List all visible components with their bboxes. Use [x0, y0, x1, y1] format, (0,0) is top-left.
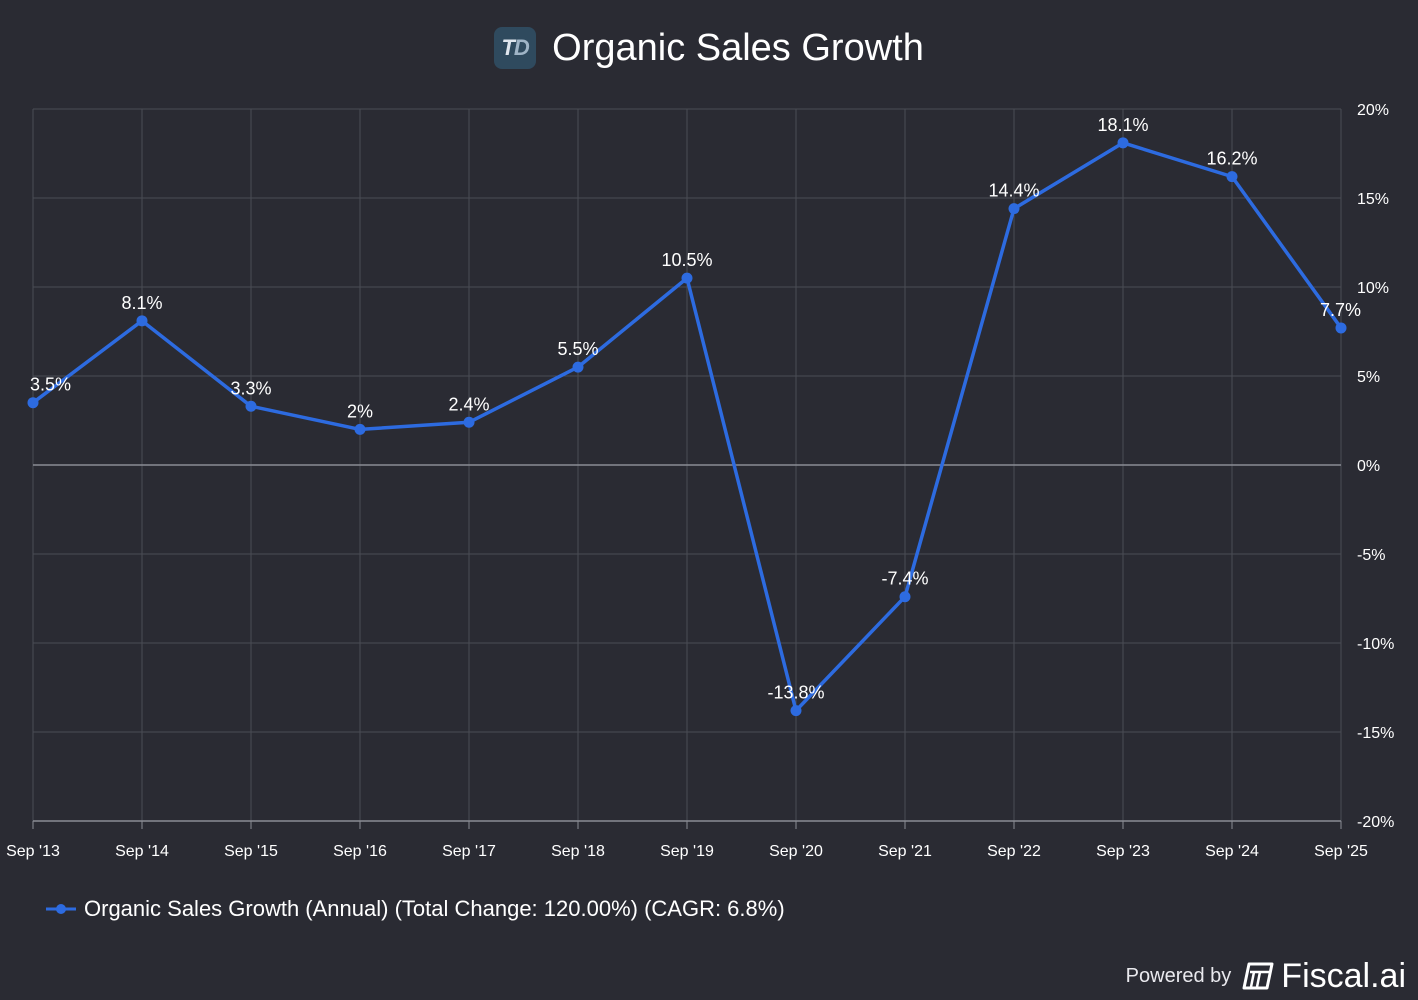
y-tick-label: 15% — [1357, 191, 1389, 208]
data-point — [1008, 203, 1020, 215]
data-point — [245, 400, 257, 412]
data-label: -7.4% — [881, 569, 928, 589]
y-tick-label: 5% — [1357, 369, 1380, 386]
data-label: 2.4% — [448, 394, 489, 414]
data-label: 2% — [347, 401, 373, 421]
data-point — [463, 416, 475, 428]
y-tick-label: 10% — [1357, 280, 1389, 297]
fiscal-logo-icon — [1242, 962, 1274, 990]
x-tick-label: Sep '23 — [1096, 843, 1150, 860]
data-label: 10.5% — [661, 250, 712, 270]
data-label: 14.4% — [988, 181, 1039, 201]
data-point — [27, 397, 39, 409]
x-tick-label: Sep '18 — [551, 843, 605, 860]
logo-letter-d: D — [513, 35, 530, 60]
legend-line-marker-icon — [46, 904, 76, 914]
x-tick-label: Sep '22 — [987, 843, 1041, 860]
data-label: 3.5% — [30, 375, 71, 395]
x-tick-label: Sep '17 — [442, 843, 496, 860]
x-tick-label: Sep '14 — [115, 843, 169, 860]
x-tick-label: Sep '16 — [333, 843, 387, 860]
x-tick-label: Sep '25 — [1314, 843, 1368, 860]
data-label: 8.1% — [121, 293, 162, 313]
x-axis-tick-labels: Sep '13 Sep '14 Sep '15 Sep '16 Sep '17 Sep '… — [6, 821, 1368, 860]
x-tick-label: Sep '15 — [224, 843, 278, 860]
data-point — [1335, 322, 1347, 334]
y-tick-label: -5% — [1357, 547, 1385, 564]
data-point — [1117, 137, 1129, 149]
data-label: 7.7% — [1320, 300, 1361, 320]
chart-legend[interactable]: Organic Sales Growth (Annual) (Total Cha… — [46, 894, 785, 924]
data-point — [899, 591, 911, 603]
y-tick-label: -20% — [1357, 814, 1394, 831]
data-label: 3.3% — [230, 378, 271, 398]
powered-by-text: Powered by — [1125, 964, 1232, 987]
data-label: 18.1% — [1097, 115, 1148, 135]
data-point — [136, 315, 148, 327]
fiscal-brand-name: Fiscal.ai — [1281, 956, 1406, 995]
x-tick-label: Sep '19 — [660, 843, 714, 860]
x-tick-label: Sep '13 — [6, 843, 60, 860]
data-label: 16.2% — [1206, 149, 1257, 169]
logo-letter-t: T — [501, 35, 514, 60]
footer-branding: Powered by Fiscal.ai — [1126, 954, 1406, 998]
y-axis-tick-labels: 20% 15% 10% 5% 0% -5% -10% -15% -20% — [1357, 102, 1394, 831]
data-labels: 3.5% 8.1% 3.3% 2% 2.4% 5.5% 10.5% -13.8% -7.4% 14… — [30, 115, 1361, 703]
data-points — [27, 137, 1347, 717]
chart-title: Organic Sales Growth — [552, 26, 924, 69]
data-label: 5.5% — [557, 339, 598, 359]
x-tick-label: Sep '20 — [769, 843, 823, 860]
y-tick-label: 0% — [1357, 458, 1380, 475]
data-point — [354, 423, 366, 435]
y-tick-label: 20% — [1357, 102, 1389, 119]
data-point — [681, 272, 693, 284]
y-tick-label: -10% — [1357, 636, 1394, 653]
data-point — [572, 361, 584, 373]
y-tick-label: -15% — [1357, 725, 1394, 742]
legend-label: Organic Sales Growth (Annual) (Total Cha… — [84, 896, 785, 921]
x-tick-label: Sep '24 — [1205, 843, 1259, 860]
data-point — [790, 705, 802, 717]
data-label: -13.8% — [767, 683, 824, 703]
data-point — [1226, 171, 1238, 183]
x-tick-label: Sep '21 — [878, 843, 932, 860]
line-chart: 20%15%10%5%0%-5%-10%-15%-20% Sep '13 Sep … — [6, 102, 1394, 860]
